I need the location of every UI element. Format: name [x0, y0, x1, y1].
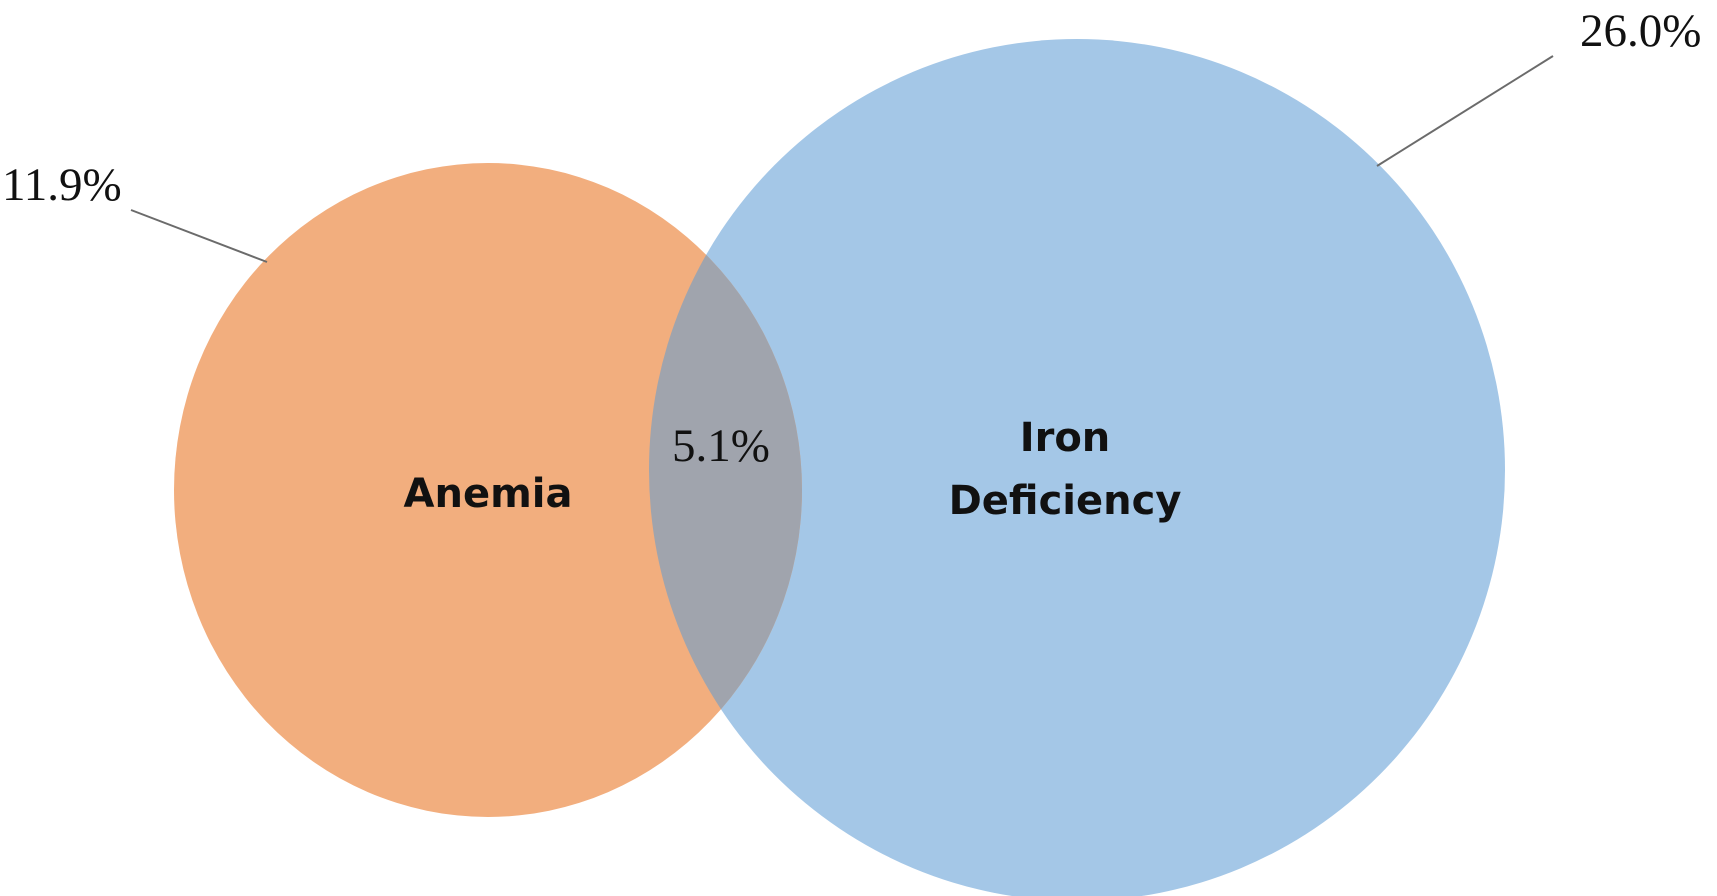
iron-deficiency-label-line2: Deficiency — [949, 478, 1182, 524]
anemia-label: Anemia — [404, 471, 573, 517]
anemia-percent-label: 11.9% — [2, 159, 122, 211]
iron-deficiency-circle — [649, 39, 1505, 896]
iron-deficiency-percent-label: 26.0% — [1580, 5, 1701, 57]
anemia-leader-line — [130, 209, 268, 263]
iron-deficiency-label-line1: Iron — [1020, 415, 1111, 461]
intersection-percent-label: 5.1% — [672, 420, 770, 472]
iron-deficiency-leader-line — [1376, 55, 1554, 167]
anemia-circle — [174, 163, 802, 817]
